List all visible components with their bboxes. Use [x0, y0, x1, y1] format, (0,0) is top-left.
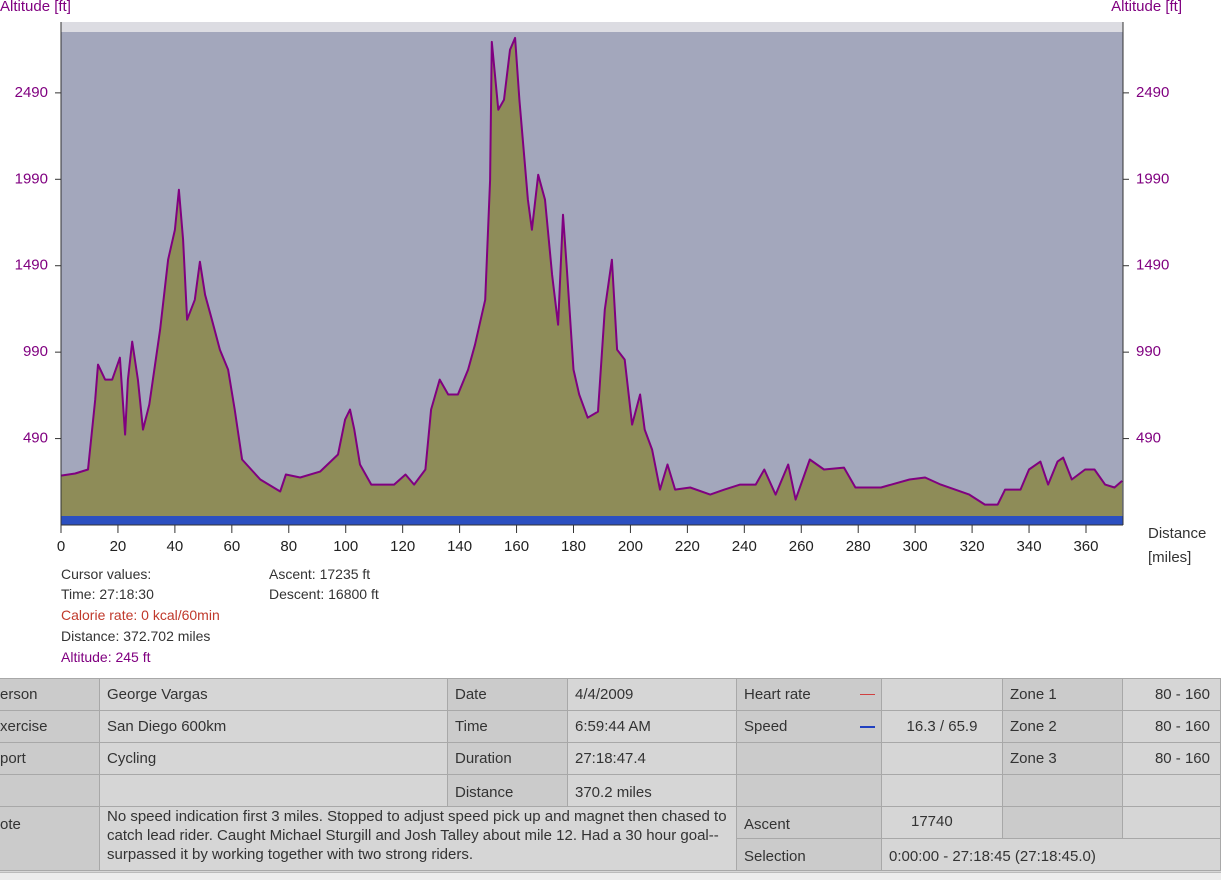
x-tick-label: 0: [57, 538, 65, 555]
cursor-time: Time: 27:18:30: [61, 586, 154, 602]
value: 80 - 160: [1123, 679, 1221, 711]
value: 80 - 160: [1123, 743, 1221, 775]
x-tick-label: 300: [903, 538, 928, 555]
value: [882, 743, 1003, 775]
x-tick-label: 60: [223, 538, 240, 555]
x-tick-label: 80: [280, 538, 297, 555]
value: 17740: [882, 807, 1003, 839]
note: No speed indication first 3 miles. Stopp…: [100, 807, 737, 871]
label: Zone 1: [1003, 679, 1123, 711]
x-tick-label: 180: [561, 538, 586, 555]
y2-tick-label: 990: [1136, 343, 1161, 360]
x-tick-label: 100: [333, 538, 358, 555]
value: 27:18:47.4: [568, 743, 737, 775]
y2-tick-label: 2490: [1136, 84, 1169, 101]
label: [1003, 775, 1123, 807]
y2-axis-title: Altitude [ft]: [1111, 0, 1182, 15]
chart: Altitude [ft] Altitude [ft] 490 990 1490 19…: [0, 0, 1182, 555]
status-strip: [0, 872, 1221, 880]
value: [1123, 775, 1221, 807]
x-tick-label: 240: [732, 538, 757, 555]
x-tick-label: 340: [1017, 538, 1042, 555]
cursor-altitude: Altitude: 245 ft: [61, 649, 151, 665]
cursor-title: Cursor values:: [61, 566, 152, 582]
value: San Diego 600km: [100, 711, 448, 743]
x-axis-title: Distance [miles]: [1148, 525, 1207, 566]
value: Cycling: [100, 743, 448, 775]
label: Ascent: [737, 807, 882, 839]
label: Date: [448, 679, 568, 711]
label: [737, 743, 882, 775]
value: 80 - 160: [1123, 711, 1221, 743]
label: ote: [0, 807, 100, 871]
x-tick-label: 120: [390, 538, 415, 555]
y2-tick-label: 1490: [1136, 257, 1169, 274]
value: 6:59:44 AM: [568, 711, 737, 743]
label: Speed: [737, 711, 882, 743]
label: Duration: [448, 743, 568, 775]
value: 4/4/2009: [568, 679, 737, 711]
speed-swatch: [860, 726, 875, 728]
label: port: [0, 743, 100, 775]
y-tick-label: 1990: [15, 170, 48, 187]
area: [61, 37, 1123, 526]
label: [0, 775, 100, 807]
label: Distance: [448, 775, 568, 807]
y-tick-label: 490: [23, 430, 48, 447]
x-tick-label: 320: [960, 538, 985, 555]
cursor-descent: Descent: 16800 ft: [269, 586, 379, 602]
value: 0:00:00 - 27:18:45 (27:18:45.0): [882, 839, 1221, 871]
y-axis-title: Altitude [ft]: [0, 0, 71, 15]
plot-top-band: [61, 22, 1123, 32]
cursor-ascent: Ascent: 17235 ft: [269, 566, 371, 582]
plot: [60, 36, 1123, 526]
value: 370.2 miles: [568, 775, 737, 807]
value: George Vargas: [100, 679, 448, 711]
x-tick-label: 200: [618, 538, 643, 555]
value: [882, 679, 1003, 711]
y-tick-label: 990: [23, 343, 48, 360]
x-tick-label: 140: [447, 538, 472, 555]
info-table: erson George Vargas Date 4/4/2009 Heart …: [0, 678, 1221, 872]
y-tick-label: 2490: [15, 84, 48, 101]
x-tick-label: 360: [1073, 538, 1098, 555]
label: Selection: [737, 839, 882, 871]
y2-tick-label: 490: [1136, 430, 1161, 447]
value: 16.3 / 65.9: [882, 711, 1003, 743]
label: Zone 3: [1003, 743, 1123, 775]
y-tick-label: 1490: [15, 257, 48, 274]
x-tick-label: 20: [110, 538, 127, 555]
label: erson: [0, 679, 100, 711]
label: Time: [448, 711, 568, 743]
value: [882, 775, 1003, 807]
x-tick-label: 160: [504, 538, 529, 555]
x-tick-label: 280: [846, 538, 871, 555]
value: [100, 775, 448, 807]
value: [1123, 807, 1221, 839]
x-tick-label: 220: [675, 538, 700, 555]
label: xercise: [0, 711, 100, 743]
heart-rate-swatch: [860, 694, 875, 695]
x-tick-label: 260: [789, 538, 814, 555]
label: Heart rate: [737, 679, 882, 711]
bottom-band: [61, 516, 1123, 525]
cursor-distance: Distance: 372.702 miles: [61, 628, 211, 644]
x-tick-label: 40: [167, 538, 184, 555]
line: [60, 36, 1123, 506]
label: [1003, 807, 1123, 839]
label: [737, 775, 882, 807]
y2-tick-label: 1990: [1136, 170, 1169, 187]
label: Zone 2: [1003, 711, 1123, 743]
cursor-calorie: Calorie rate: 0 kcal/60min: [61, 607, 220, 623]
